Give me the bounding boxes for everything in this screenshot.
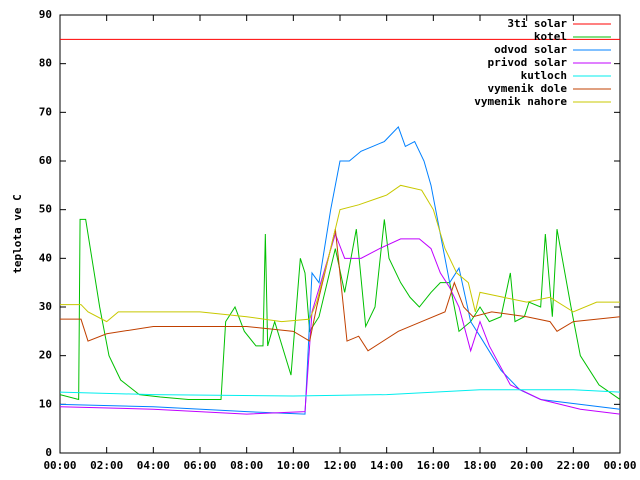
x-tick-label: 08:00 [230,459,263,472]
x-tick-label: 22:00 [557,459,590,472]
y-tick-label: 80 [39,57,52,70]
legend-label: vymenik nahore [474,95,567,108]
series-line [60,184,620,323]
legend-label: 3ti solar [507,17,567,30]
legend-label: vymenik dole [488,82,568,95]
series-line [59,218,621,401]
legend-label: privod solar [488,56,568,69]
y-tick-label: 20 [39,349,52,362]
y-axis-label: teplota ve C [11,194,24,273]
legend-label: kotel [534,30,567,43]
y-tick-label: 60 [39,154,52,167]
y-tick-label: 0 [45,446,52,459]
series-line [60,229,621,352]
x-tick-label: 04:00 [137,459,170,472]
x-tick-label: 14:00 [370,459,403,472]
y-tick-label: 90 [39,8,52,21]
y-tick-label: 70 [39,105,52,118]
y-tick-label: 50 [39,203,52,216]
x-tick-label: 00:00 [43,459,76,472]
series-line [59,389,621,397]
x-tick-label: 18:00 [463,459,496,472]
x-tick-label: 06:00 [183,459,216,472]
series-line [59,126,621,415]
legend-label: odvod solar [494,43,567,56]
x-tick-label: 02:00 [90,459,123,472]
legend-label: kutloch [521,69,567,82]
x-tick-label: 16:00 [417,459,450,472]
y-tick-label: 10 [39,397,52,410]
y-tick-label: 40 [39,251,52,264]
x-tick-label: 12:00 [323,459,356,472]
x-tick-label: 00:00 [603,459,636,472]
x-tick-label: 20:00 [510,459,543,472]
x-tick-label: 10:00 [277,459,310,472]
series-line [59,232,621,415]
y-tick-label: 30 [39,300,52,313]
